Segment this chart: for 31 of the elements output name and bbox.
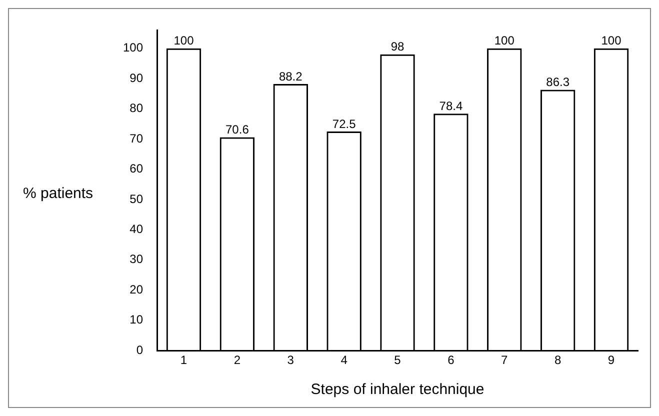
data-label: 72.5 — [332, 116, 356, 131]
x-tick-label: 2 — [234, 353, 241, 368]
y-tick-label: 60 — [130, 162, 144, 176]
data-label: 100 — [494, 34, 515, 48]
x-axis-title: Steps of inhaler technique — [310, 381, 484, 398]
x-tick-label: 6 — [448, 353, 455, 368]
x-tick-label: 9 — [608, 353, 615, 368]
x-tick-label: 7 — [501, 353, 508, 368]
x-tick-label: 1 — [180, 353, 188, 368]
data-label: 86.3 — [546, 75, 570, 90]
y-tick-label: 10 — [130, 312, 144, 327]
x-tick-label: 4 — [340, 353, 348, 368]
y-tick-label: 20 — [130, 282, 144, 296]
y-tick-label: 30 — [130, 252, 144, 266]
x-tick-label: 3 — [287, 353, 294, 368]
y-tick-label: 70 — [130, 131, 144, 146]
data-label: 70.6 — [226, 122, 250, 137]
y-tick-label: 40 — [130, 222, 144, 236]
y-tick-label: 50 — [130, 192, 144, 206]
y-tick-label: 0 — [136, 342, 144, 357]
data-label: 78.4 — [439, 98, 463, 113]
x-tick-label: 8 — [554, 353, 562, 368]
y-tick-label: 100 — [122, 40, 144, 55]
data-label: 100 — [601, 34, 622, 48]
data-label: 98 — [390, 40, 405, 54]
y-tick-label: 80 — [130, 101, 144, 116]
y-tick-label: 90 — [130, 70, 144, 85]
data-label: 100 — [174, 34, 194, 48]
x-tick-label: 5 — [394, 353, 402, 368]
data-label: 88.2 — [278, 69, 303, 84]
y-axis-title: % patients — [23, 185, 94, 202]
